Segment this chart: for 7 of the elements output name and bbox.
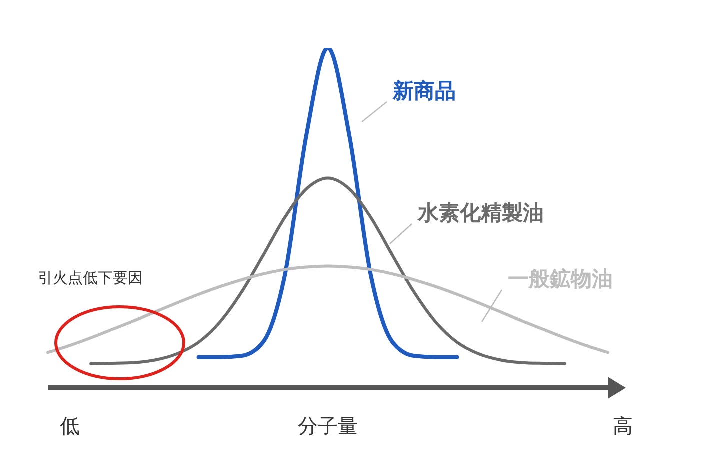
text: 新商品 <box>392 79 456 103</box>
series-label: 水素化精製油 <box>417 202 544 225</box>
annotation: 引火点低下要因 <box>38 270 143 287</box>
text: 高 <box>613 415 633 438</box>
series-label: 一般鉱物油 <box>508 267 613 291</box>
text: 低 <box>60 416 80 438</box>
x-axis-title: 分子量 <box>298 416 358 438</box>
